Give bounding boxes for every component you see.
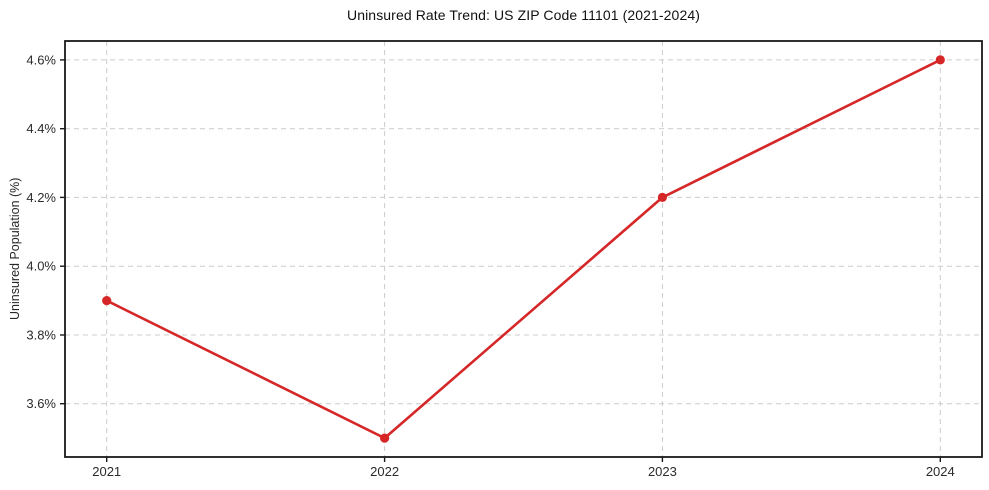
x-tick-label: 2022 bbox=[370, 464, 399, 479]
y-tick-label: 4.0% bbox=[26, 259, 56, 274]
y-tick-label: 4.6% bbox=[26, 52, 56, 67]
y-tick-label: 3.8% bbox=[26, 328, 56, 343]
x-tick-label: 2024 bbox=[926, 464, 955, 479]
y-tick-label: 4.2% bbox=[26, 190, 56, 205]
data-point bbox=[102, 296, 112, 306]
y-tick-label: 3.6% bbox=[26, 396, 56, 411]
data-point bbox=[935, 55, 945, 65]
axes-frame bbox=[64, 40, 983, 458]
chart-title: Uninsured Rate Trend: US ZIP Code 11101 … bbox=[347, 7, 700, 23]
trend-line bbox=[105, 58, 942, 440]
data-point bbox=[657, 192, 668, 202]
x-tick-label: 2023 bbox=[648, 464, 677, 479]
x-tick-label: 2021 bbox=[92, 464, 121, 479]
y-tick-label: 4.4% bbox=[26, 121, 56, 136]
data-point bbox=[380, 433, 390, 443]
